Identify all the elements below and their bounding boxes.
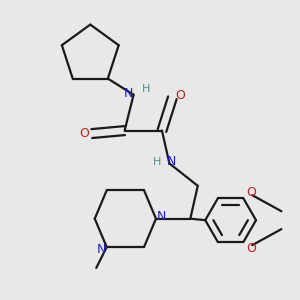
Text: O: O xyxy=(175,89,185,102)
Text: N: N xyxy=(157,210,166,223)
Text: H: H xyxy=(142,84,150,94)
Text: H: H xyxy=(153,157,162,166)
Text: N: N xyxy=(167,155,176,168)
Text: O: O xyxy=(246,186,256,199)
Text: O: O xyxy=(80,127,89,140)
Text: O: O xyxy=(246,242,256,255)
Text: N: N xyxy=(97,243,106,256)
Text: N: N xyxy=(124,87,133,100)
